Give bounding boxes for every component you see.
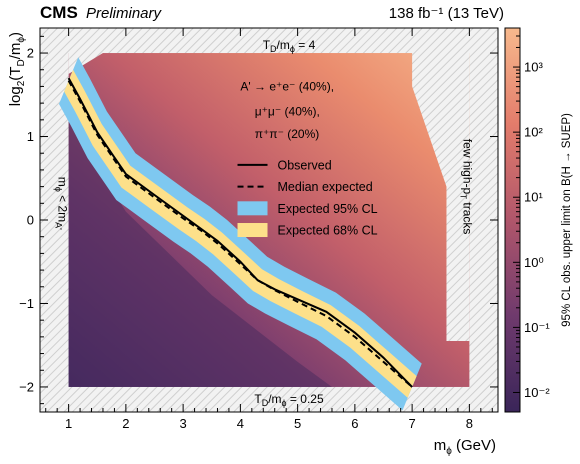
heatmap-dark-zone bbox=[68, 119, 332, 387]
annotation-bottom: TD/mϕ = 0.25 bbox=[254, 392, 324, 408]
legend-95-swatch bbox=[237, 201, 268, 216]
median-expected-line bbox=[67, 80, 413, 388]
decay-line-2: μ⁺μ⁻ (40%), bbox=[255, 105, 320, 119]
legend-95-label: Expected 95% CL bbox=[278, 202, 378, 216]
decay-line-3: π⁺π⁻ (20%) bbox=[255, 127, 320, 141]
z-tick-label: 10³ bbox=[524, 60, 543, 75]
legend-68-swatch bbox=[237, 223, 268, 238]
x-axis-title: mϕ (GeV) bbox=[434, 437, 496, 457]
x-tick-label: 3 bbox=[180, 416, 187, 431]
y-tick-label: −1 bbox=[19, 296, 34, 311]
x-axis: 1 2 3 4 5 6 7 8 bbox=[45, 28, 493, 431]
x-tick-label: 8 bbox=[466, 416, 473, 431]
z-tick-label: 10¹ bbox=[524, 190, 543, 205]
annotation-left: mϕ < 2mA' bbox=[54, 177, 70, 230]
x-tick-label: 4 bbox=[237, 416, 244, 431]
y-tick-label: 1 bbox=[27, 129, 34, 144]
status-label: Preliminary bbox=[86, 5, 163, 22]
z-tick-label: 10⁻¹ bbox=[524, 320, 550, 335]
x-tick-label: 6 bbox=[351, 416, 358, 431]
y-axis: −2 −1 0 1 2 bbox=[19, 35, 498, 405]
z-tick-label: 10² bbox=[524, 125, 543, 140]
decay-line-1: A' → e⁺e⁻ (40%), bbox=[240, 80, 334, 94]
lumi-label: 138 fb⁻¹ (13 TeV) bbox=[389, 5, 504, 22]
z-tick-label: 10⁰ bbox=[524, 255, 544, 270]
legend-observed-label: Observed bbox=[278, 158, 332, 172]
color-bar bbox=[504, 27, 521, 413]
y-tick-label: 0 bbox=[27, 213, 34, 228]
z-tick-label: 10⁻² bbox=[524, 385, 550, 400]
experiment-label: CMS bbox=[40, 3, 78, 22]
legend: Observed Median expected Expected 95% CL… bbox=[237, 158, 378, 238]
y-tick-label: 2 bbox=[27, 46, 34, 61]
x-tick-label: 1 bbox=[65, 416, 72, 431]
y-tick-label: −2 bbox=[19, 379, 34, 394]
x-tick-label: 7 bbox=[409, 416, 416, 431]
band-68 bbox=[64, 69, 417, 398]
x-tick-label: 2 bbox=[122, 416, 129, 431]
color-bar-title: 95% CL obs. upper limit on B(H → SUEP) bbox=[561, 113, 573, 327]
x-tick-label: 5 bbox=[294, 416, 301, 431]
legend-median-label: Median expected bbox=[278, 180, 373, 194]
no-data-region-right bbox=[412, 53, 470, 342]
limit-curves bbox=[67, 77, 413, 388]
y-axis-title: log2(TD/mϕ) bbox=[7, 32, 27, 106]
annotation-right: few high-pT tracks bbox=[459, 139, 475, 235]
legend-68-label: Expected 68% CL bbox=[278, 224, 378, 238]
observed-line bbox=[67, 77, 413, 388]
color-bar-axis: 10⁻² 10⁻¹ 10⁰ 10¹ 10² 10³ bbox=[513, 35, 550, 400]
annotation-top: TD/mϕ = 4 bbox=[263, 38, 316, 54]
